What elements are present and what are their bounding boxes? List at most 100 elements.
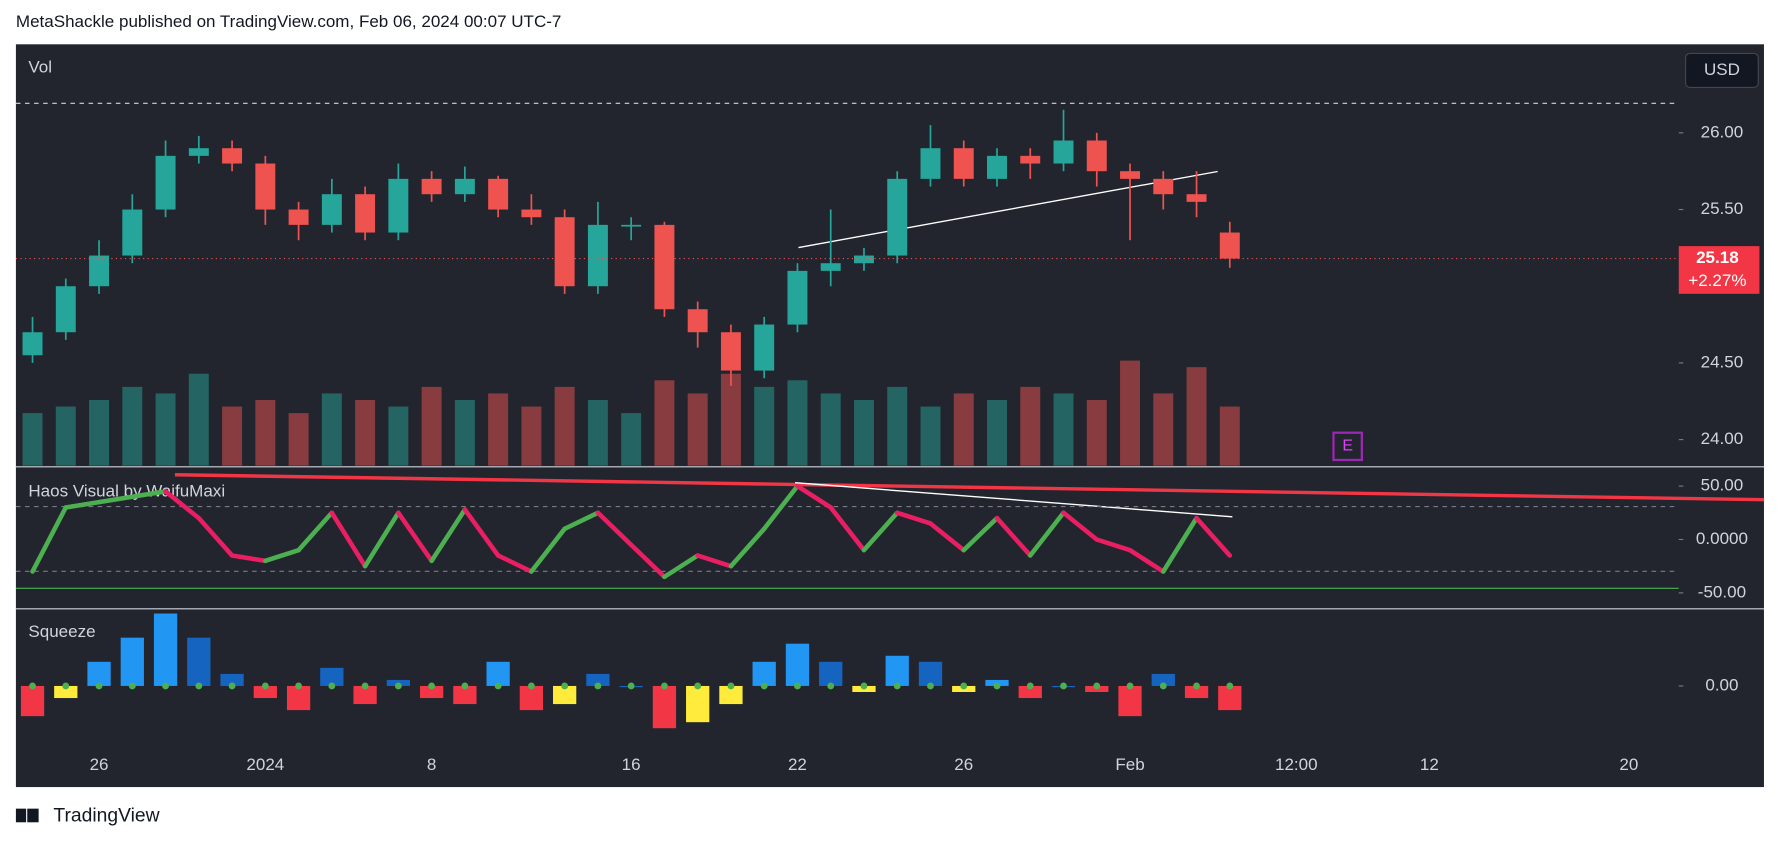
event-marker[interactable]: E xyxy=(1342,438,1353,455)
squeeze-dot xyxy=(494,682,502,690)
trend-line xyxy=(798,170,1218,249)
candle-body xyxy=(1053,140,1074,164)
volume-bar xyxy=(421,386,442,466)
candle-body xyxy=(621,224,642,227)
oscillator-segment xyxy=(462,507,501,558)
candle-body xyxy=(89,255,110,287)
oscillator-segment xyxy=(595,510,634,548)
oscillator-segment xyxy=(761,483,800,532)
momentum-bar xyxy=(686,685,710,723)
volume-bar xyxy=(288,413,309,466)
oscillator-segment xyxy=(495,553,534,574)
oscillator-segment xyxy=(396,510,434,564)
momentum-bar xyxy=(1018,685,1042,699)
candle-body xyxy=(222,148,243,164)
oscillator-segment xyxy=(63,499,102,510)
volume-label: Vol xyxy=(28,58,52,77)
volume-bar xyxy=(1053,393,1074,466)
volume-bar xyxy=(654,380,675,466)
momentum-bar xyxy=(320,667,344,686)
volume-bar xyxy=(155,393,176,466)
squeeze-dot xyxy=(794,682,801,690)
candle-body xyxy=(421,178,442,195)
momentum-bar xyxy=(785,643,810,686)
momentum-bar xyxy=(752,661,776,686)
candle-body xyxy=(853,255,874,264)
volume-bar xyxy=(355,399,376,466)
momentum-bar xyxy=(120,637,144,686)
candle-body xyxy=(22,332,43,356)
last-price-box xyxy=(1678,246,1760,294)
oscillator-segment xyxy=(1194,515,1233,558)
volume-bar xyxy=(1186,367,1207,466)
x-tick-label: 26 xyxy=(954,755,973,774)
volume-bar xyxy=(255,399,276,466)
publish-info: MetaShackle published on TradingView.com… xyxy=(16,12,561,31)
squeeze-dot xyxy=(827,682,835,690)
volume-bar xyxy=(454,399,475,466)
y-tick-label: -50.00 xyxy=(1698,582,1746,601)
candle-body xyxy=(1020,155,1041,164)
momentum-bar xyxy=(586,673,610,686)
volume-bar xyxy=(188,373,209,466)
squeeze-dot xyxy=(95,682,103,690)
squeeze-dot xyxy=(860,682,868,690)
momentum-bar xyxy=(1118,685,1142,717)
candle-body xyxy=(1219,232,1240,259)
momentum-bar xyxy=(253,685,277,699)
candle-body xyxy=(787,270,808,325)
oscillator-segment xyxy=(795,483,833,510)
brand-logo xyxy=(15,808,39,823)
event-marker-box[interactable] xyxy=(1332,431,1364,462)
volume-bar xyxy=(554,386,575,466)
oscillator-segment xyxy=(1094,537,1133,553)
currency-label[interactable]: USD xyxy=(1704,60,1740,79)
oscillator-segment xyxy=(529,526,567,574)
momentum-bar xyxy=(819,661,843,686)
x-tick-label: 26 xyxy=(90,755,109,774)
candle-body xyxy=(288,209,309,225)
y-tick-label: 24.50 xyxy=(1701,352,1744,371)
candle-body xyxy=(554,217,575,287)
x-tick-label: 22 xyxy=(788,755,807,774)
squeeze-dot xyxy=(527,682,535,690)
candle-body xyxy=(720,332,741,371)
momentum-bar xyxy=(353,685,377,705)
candle-body xyxy=(754,324,775,371)
candle-body xyxy=(587,224,608,287)
candle-body xyxy=(887,178,908,256)
trend-line xyxy=(174,473,1764,502)
candle-body xyxy=(987,155,1007,179)
volume-bar xyxy=(787,380,808,466)
momentum-bar xyxy=(153,613,178,686)
squeeze-dot xyxy=(927,682,934,690)
candle-body xyxy=(454,178,475,195)
momentum-bar xyxy=(519,685,544,711)
candle-body xyxy=(820,263,841,271)
oscillator-segment xyxy=(961,515,1000,553)
oscillator-segment xyxy=(695,553,734,569)
candle-body xyxy=(188,148,209,156)
x-tick-label: 12 xyxy=(1420,755,1439,774)
oscillator-segment xyxy=(362,510,401,569)
volume-bar xyxy=(89,399,110,466)
volume-bar xyxy=(920,406,941,466)
oscillator-segment xyxy=(562,510,601,532)
momentum-bar xyxy=(1184,685,1209,699)
candle-body xyxy=(687,309,708,333)
trend-line xyxy=(795,482,1233,518)
oscillator-segment xyxy=(130,489,168,500)
squeeze-dot xyxy=(361,682,369,690)
volume-bar xyxy=(521,406,542,466)
squeeze-dot xyxy=(1126,682,1134,690)
oscillator-segment xyxy=(196,515,235,558)
x-tick-label: 8 xyxy=(427,755,436,774)
squeeze-dot xyxy=(1226,682,1234,690)
squeeze-dot xyxy=(295,682,302,690)
momentum-bar xyxy=(652,685,677,729)
squeeze-dot xyxy=(1060,682,1067,690)
pane-title: Squeeze xyxy=(28,622,95,641)
currency-button[interactable] xyxy=(1685,52,1759,89)
volume-bar xyxy=(388,406,409,466)
candle-body xyxy=(355,194,376,233)
